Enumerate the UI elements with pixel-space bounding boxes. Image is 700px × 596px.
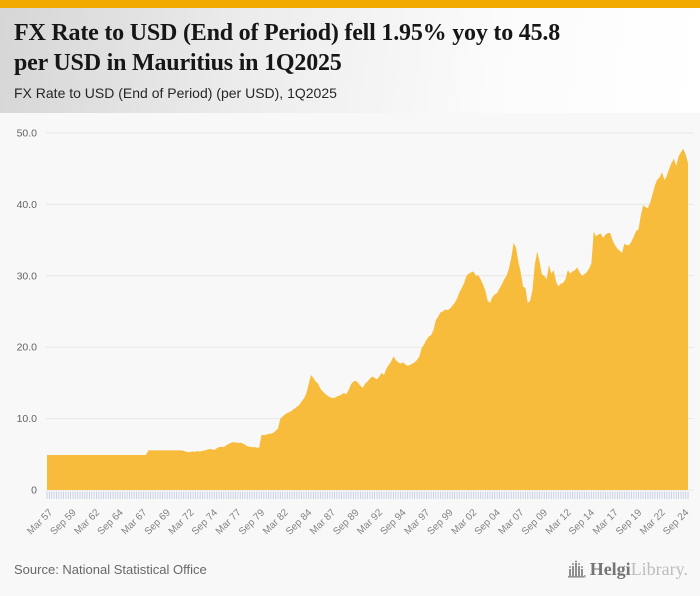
- svg-text:40.0: 40.0: [17, 199, 38, 211]
- footer: Source: National Statistical Office: [0, 543, 700, 596]
- svg-text:0: 0: [31, 485, 37, 497]
- svg-text:Sep 14: Sep 14: [567, 507, 597, 537]
- area-series: [47, 148, 688, 490]
- svg-text:50.0: 50.0: [17, 128, 38, 140]
- svg-text:Sep 99: Sep 99: [426, 507, 456, 537]
- top-accent-bar: [0, 0, 700, 8]
- header: FX Rate to USD (End of Period) fell 1.95…: [0, 8, 700, 113]
- page-title: FX Rate to USD (End of Period) fell 1.95…: [14, 18, 686, 78]
- organ-pipes-icon: [567, 560, 586, 578]
- svg-text:Sep 24: Sep 24: [661, 507, 691, 537]
- page-title-line-2: per USD in Mauritius in 1Q2025: [14, 50, 342, 76]
- y-axis-labels: 0 10.0 20.0 30.0 40.0 50.0: [17, 128, 38, 497]
- helgi-library-logo[interactable]: HelgiLibrary.: [567, 559, 688, 580]
- svg-text:10.0: 10.0: [17, 413, 38, 425]
- svg-text:Sep 09: Sep 09: [520, 507, 550, 537]
- quarter-ticks: [46, 491, 689, 499]
- chart-area: 0 10.0 20.0 30.0 40.0 50.0 Mar 57 Sep 59 Mar 62 S…: [0, 113, 700, 543]
- svg-text:Sep 69: Sep 69: [143, 507, 173, 537]
- svg-text:Sep 74: Sep 74: [190, 507, 220, 537]
- logo-text-library: Library.: [630, 559, 688, 579]
- svg-text:Sep 59: Sep 59: [49, 507, 79, 537]
- svg-text:Sep 89: Sep 89: [331, 507, 361, 537]
- logo-wordmark: HelgiLibrary.: [590, 559, 688, 580]
- page-title-line-1: FX Rate to USD (End of Period) fell 1.95…: [14, 20, 561, 46]
- svg-text:Sep 04: Sep 04: [473, 507, 503, 537]
- svg-text:Sep 19: Sep 19: [614, 507, 644, 537]
- svg-text:Sep 94: Sep 94: [378, 507, 408, 537]
- logo-text-helgi: Helgi: [589, 559, 631, 579]
- svg-text:Sep 64: Sep 64: [96, 507, 126, 537]
- chart-subtitle: FX Rate to USD (End of Period) (per USD)…: [14, 85, 337, 101]
- svg-text:Sep 79: Sep 79: [237, 507, 267, 537]
- svg-text:20.0: 20.0: [17, 342, 38, 354]
- svg-text:Sep 84: Sep 84: [284, 507, 314, 537]
- svg-text:30.0: 30.0: [17, 270, 38, 282]
- source-label: Source: National Statistical Office: [14, 562, 207, 577]
